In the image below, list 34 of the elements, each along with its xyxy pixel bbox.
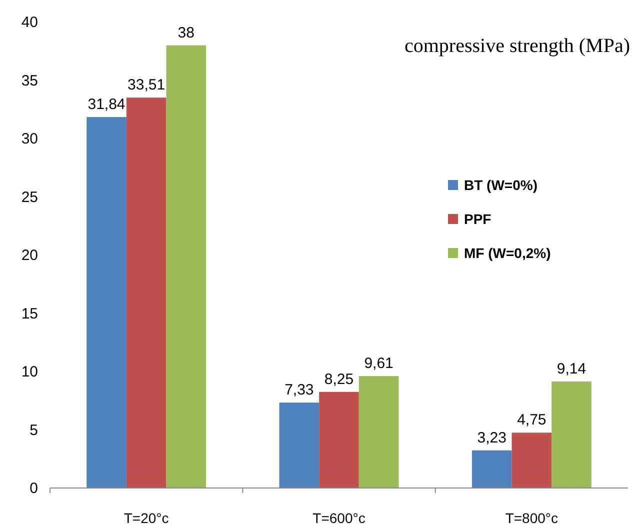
x-tick-label: T=800°c: [505, 510, 558, 526]
y-tick-label: 10: [21, 364, 38, 380]
y-tick-label: 30: [21, 130, 38, 148]
bar: [86, 117, 126, 488]
bar: [166, 45, 206, 488]
bar: [319, 392, 359, 488]
x-tick-label: T=20°c: [124, 510, 169, 526]
bar: [472, 450, 512, 488]
y-tick-label: 5: [30, 422, 38, 439]
data-label: 4,75: [517, 412, 546, 429]
data-label: 3,23: [477, 429, 506, 446]
y-tick-label: 35: [21, 72, 38, 90]
data-label: 9,14: [556, 360, 586, 378]
text: compressive strength (MPa): [404, 35, 630, 57]
data-label: 31,84: [88, 96, 126, 114]
data-label: 33,51: [128, 76, 166, 94]
legend-label: BT (W=0%): [464, 177, 538, 193]
y-tick-label: 0: [30, 480, 38, 497]
y-tick-label: 15: [21, 305, 38, 322]
legend-label: PPF: [464, 211, 492, 227]
data-label: 8,25: [324, 370, 354, 388]
legend-label: MF (W=0,2%): [464, 245, 551, 261]
data-label: 9,61: [364, 355, 394, 372]
bar: [512, 432, 552, 488]
y-tick-label: 20: [21, 247, 38, 264]
bar: [279, 402, 320, 488]
y-tick-label: 40: [21, 14, 38, 31]
data-label: 7,33: [284, 382, 314, 399]
data-label: 38: [178, 24, 194, 42]
bar: [126, 98, 166, 488]
y-tick-label: 25: [21, 188, 38, 206]
bar: [552, 382, 592, 488]
x-tick-label: T=600°c: [312, 510, 366, 526]
bar: [358, 376, 399, 488]
